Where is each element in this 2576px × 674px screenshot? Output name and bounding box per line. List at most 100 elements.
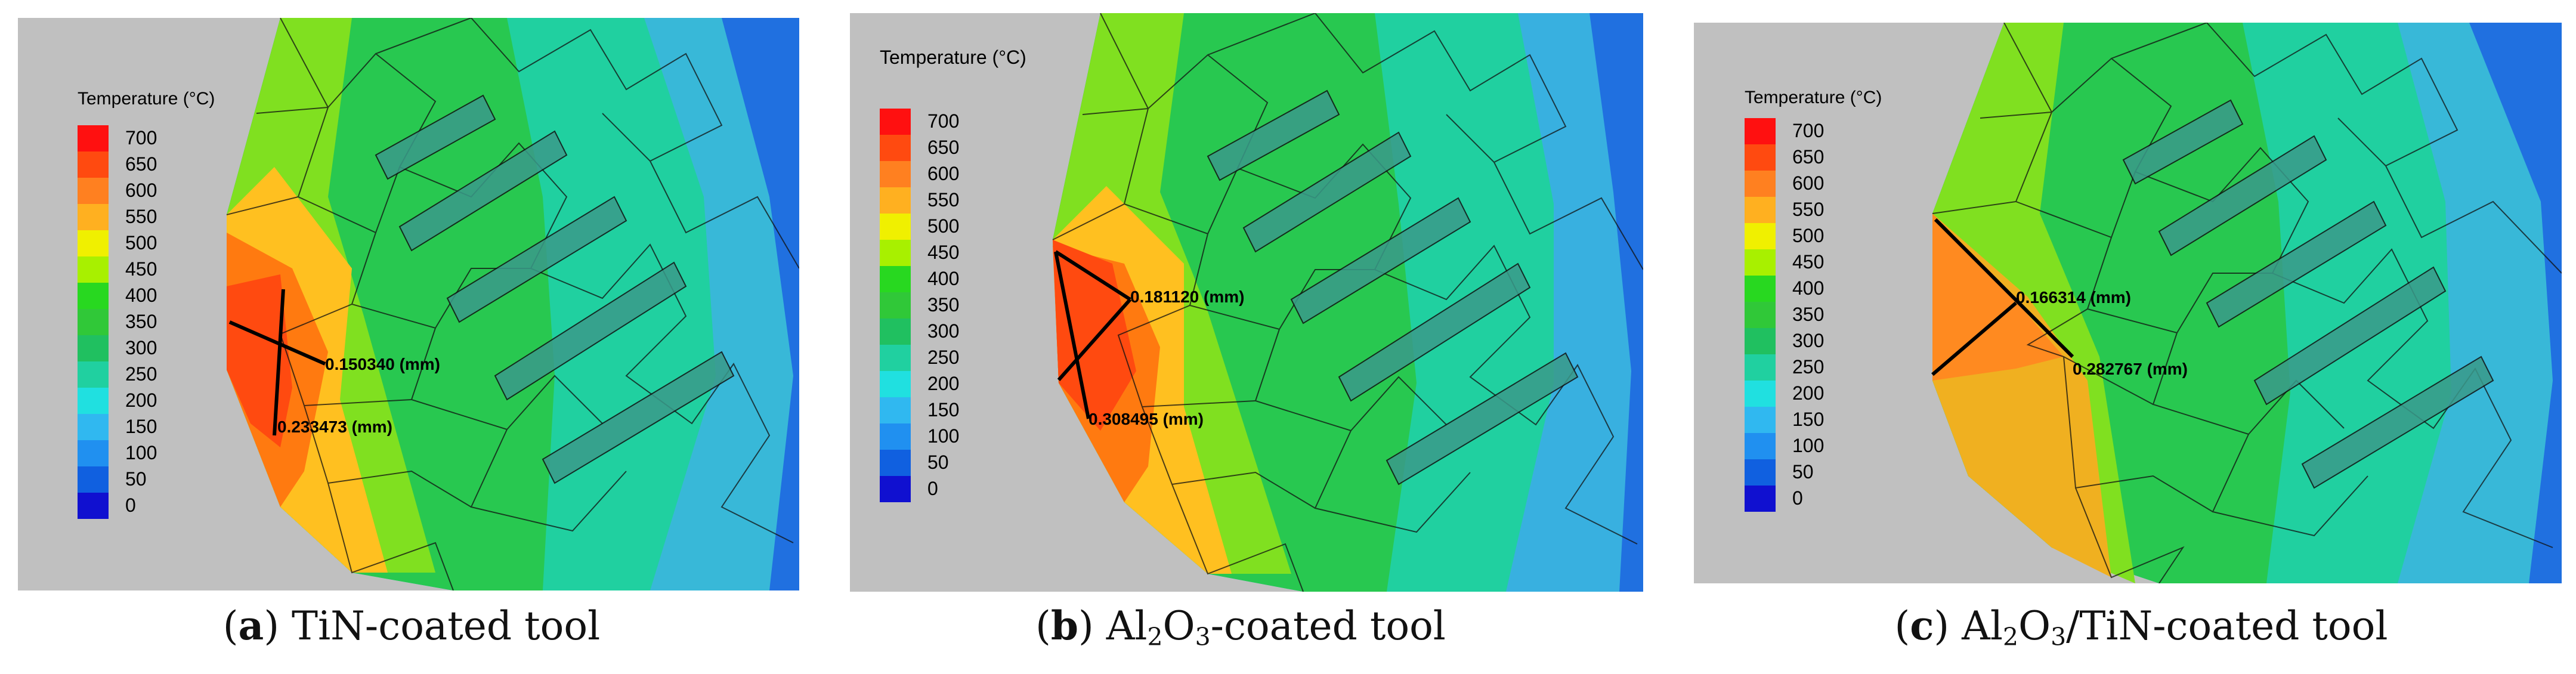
legend-swatch xyxy=(1745,459,1776,486)
temperature-field-b: 0.181120 (mm) 0.308495 (mm) 700 650 600 550… xyxy=(850,13,1643,592)
measure-label-2-c: 0.282767 (mm) xyxy=(2073,360,2188,378)
legend-level-label: 0 xyxy=(125,494,136,516)
legend-swatch xyxy=(1745,118,1776,144)
legend-swatch xyxy=(1745,144,1776,171)
legend-swatch xyxy=(78,152,109,178)
temperature-field-a: 0.150340 (mm) 0.233473 (mm) 700 650 600 550… xyxy=(18,18,799,590)
legend-swatch xyxy=(78,309,109,335)
legend-level-label: 50 xyxy=(125,468,147,490)
legend-swatch xyxy=(880,240,911,266)
caption-text-b: Al2O3-coated tool xyxy=(1106,603,1446,652)
legend-level-label: 350 xyxy=(1792,304,1824,325)
legend-swatch xyxy=(880,161,911,187)
legend-swatch xyxy=(1745,302,1776,328)
legend-swatch xyxy=(880,135,911,161)
legend-level-label: 500 xyxy=(1792,225,1824,246)
legend-level-label: 250 xyxy=(125,363,157,385)
measure-label-1-a: 0.150340 (mm) xyxy=(325,355,440,373)
legend-level-label: 700 xyxy=(927,110,959,132)
legend-level-label: 700 xyxy=(1792,120,1824,141)
panel-a: 0.150340 (mm) 0.233473 (mm) 700 650 600 550… xyxy=(18,18,799,590)
legend-swatch xyxy=(78,466,109,493)
legend-swatch xyxy=(1745,171,1776,197)
chip-grooves-c xyxy=(2122,99,2494,489)
legend-level-label: 650 xyxy=(1792,146,1824,168)
legend-level-label: 150 xyxy=(125,416,157,437)
chip-grooves-b xyxy=(1207,89,1579,486)
legend-swatch xyxy=(880,450,911,476)
legend-level-label: 600 xyxy=(125,180,157,201)
legend-level-label: 450 xyxy=(125,258,157,280)
caption-text-c: Al2O3/TiN-coated tool xyxy=(1962,603,2388,652)
legend-level-label: 450 xyxy=(1792,251,1824,273)
legend-swatch xyxy=(880,345,911,371)
mesh-lines-a xyxy=(226,18,799,590)
caption-a: (a) TiN-coated tool xyxy=(222,602,601,649)
legend-title-a: Temperature (°C) xyxy=(78,89,215,109)
legend-level-label: 50 xyxy=(1792,461,1814,483)
legend-level-label: 300 xyxy=(125,337,157,358)
legend-level-label: 0 xyxy=(927,478,938,499)
legend-level-label: 350 xyxy=(125,311,157,332)
legend-swatch xyxy=(78,335,109,361)
legend-level-label: 200 xyxy=(125,389,157,411)
legend-swatch xyxy=(1745,486,1776,512)
mesh-lines-b xyxy=(1052,13,1643,592)
legend-level-label: 100 xyxy=(125,442,157,463)
measure-label-1-c: 0.166314 (mm) xyxy=(2016,288,2131,307)
legend-swatch xyxy=(1745,433,1776,459)
legend-level-label: 550 xyxy=(1792,199,1824,220)
legend-level-label: 350 xyxy=(927,294,959,316)
legend-c: 7006506005505004504003503002502001501005… xyxy=(1745,118,1824,512)
caption-letter-c: c xyxy=(1910,602,1934,649)
panel-c: 0.166314 (mm) 0.282767 (mm) 700 650 600 550… xyxy=(1694,23,2562,583)
legend-level-label: 0 xyxy=(1792,487,1803,509)
legend-swatch xyxy=(880,476,911,502)
legend-level-label: 600 xyxy=(927,163,959,184)
measure-label-2-b: 0.308495 (mm) xyxy=(1088,410,1204,428)
legend-level-label: 250 xyxy=(927,347,959,368)
caption-c: (c) Al2O3/TiN-coated tool xyxy=(1894,602,2388,652)
legend-level-label: 600 xyxy=(1792,172,1824,194)
legend-level-label: 500 xyxy=(927,215,959,237)
legend-level-label: 550 xyxy=(125,206,157,227)
legend-swatch xyxy=(78,440,109,466)
legend-swatch xyxy=(1745,407,1776,433)
legend-swatch xyxy=(78,361,109,388)
legend-swatch xyxy=(1745,328,1776,354)
legend-swatch xyxy=(880,214,911,240)
legend-swatch xyxy=(880,109,911,135)
legend-swatch xyxy=(880,319,911,345)
legend-swatch xyxy=(1745,197,1776,223)
legend-swatch xyxy=(880,397,911,423)
legend-level-label: 300 xyxy=(927,320,959,342)
legend-swatch xyxy=(78,230,109,256)
legend-level-label: 200 xyxy=(927,373,959,394)
legend-level-label: 400 xyxy=(125,285,157,306)
legend-swatch xyxy=(1745,354,1776,381)
legend-level-label: 650 xyxy=(125,153,157,175)
tool-body-b xyxy=(1053,13,1643,592)
legend-level-label: 200 xyxy=(1792,382,1824,404)
legend-swatch xyxy=(78,493,109,519)
legend-level-label: 400 xyxy=(927,268,959,289)
legend-b: 7006506005505004504003503002502001501005… xyxy=(880,109,959,502)
legend-level-label: 700 xyxy=(125,127,157,149)
legend-swatch xyxy=(1745,223,1776,249)
caption-letter-b: b xyxy=(1050,602,1078,649)
temperature-field-c: 0.166314 (mm) 0.282767 (mm) 700 650 600 550… xyxy=(1694,23,2562,583)
legend-level-label: 100 xyxy=(927,425,959,447)
legend-level-label: 500 xyxy=(125,232,157,253)
legend-title-b: Temperature (°C) xyxy=(880,47,1026,68)
legend-swatch xyxy=(1745,249,1776,276)
legend-level-label: 400 xyxy=(1792,277,1824,299)
legend-level-label: 450 xyxy=(927,242,959,263)
legend-swatch xyxy=(78,204,109,230)
legend-swatch xyxy=(880,187,911,214)
measure-lines-b xyxy=(1054,250,1132,419)
legend-a: 7006506005505004504003503002502001501005… xyxy=(78,125,157,519)
measure-lines-a xyxy=(228,289,326,436)
legend-swatch xyxy=(880,371,911,397)
tool-body-c xyxy=(1932,23,2562,583)
legend-swatch xyxy=(880,292,911,319)
